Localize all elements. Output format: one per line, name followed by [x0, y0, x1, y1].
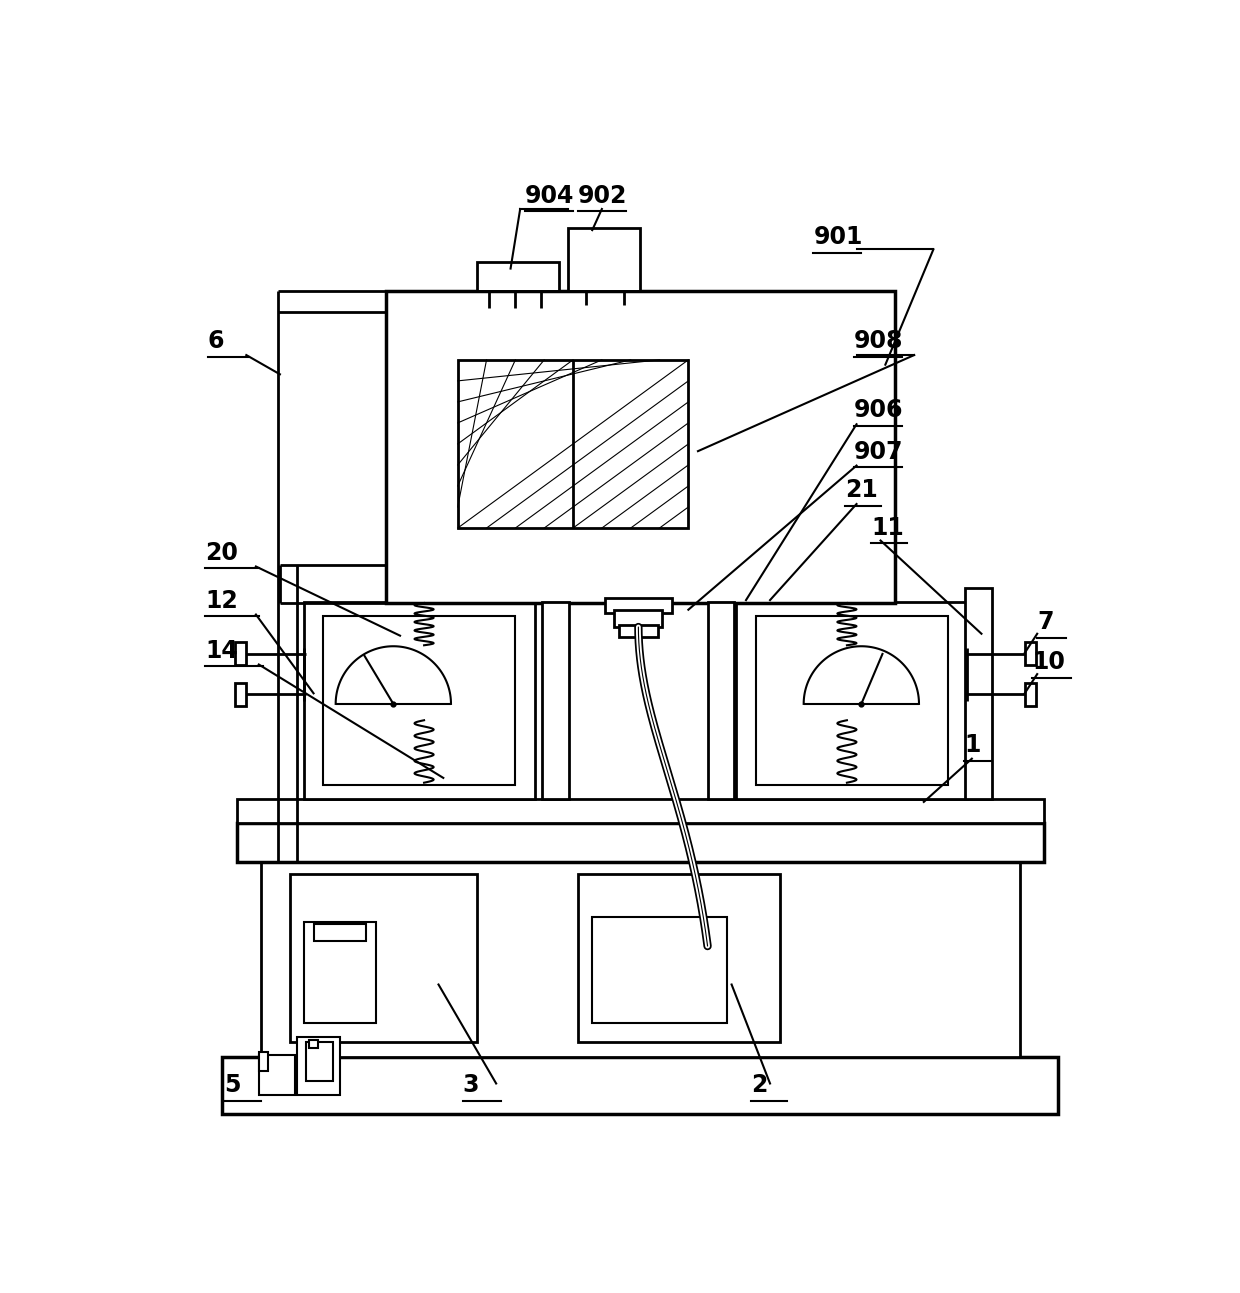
Bar: [304, 603, 534, 799]
Bar: [324, 617, 516, 785]
Text: 902: 902: [578, 184, 627, 208]
Bar: [234, 683, 247, 706]
Text: 904: 904: [525, 184, 574, 208]
Text: 7: 7: [1037, 610, 1054, 634]
Bar: [477, 262, 558, 291]
Bar: [304, 922, 376, 1023]
Bar: [237, 824, 1044, 861]
Bar: [298, 1037, 341, 1095]
Bar: [458, 359, 688, 528]
Bar: [1024, 683, 1037, 706]
Bar: [386, 291, 895, 603]
Bar: [259, 1055, 295, 1095]
Bar: [259, 1051, 268, 1071]
Text: 2: 2: [751, 1073, 768, 1096]
Text: 10: 10: [1033, 650, 1065, 674]
Bar: [614, 610, 662, 627]
Text: 901: 901: [813, 225, 863, 250]
Bar: [234, 643, 247, 666]
Bar: [755, 617, 947, 785]
Text: 1: 1: [965, 733, 981, 756]
Text: 907: 907: [853, 440, 903, 464]
Bar: [619, 625, 657, 636]
Bar: [578, 874, 780, 1042]
Bar: [306, 1042, 332, 1081]
Bar: [314, 924, 367, 941]
Bar: [290, 874, 477, 1042]
Bar: [965, 587, 992, 799]
Bar: [222, 1056, 1058, 1115]
Text: 20: 20: [205, 540, 238, 565]
Bar: [605, 599, 672, 613]
Bar: [260, 860, 1021, 1056]
Bar: [593, 917, 727, 1023]
Text: 3: 3: [463, 1073, 479, 1096]
Text: 21: 21: [844, 478, 878, 502]
Bar: [737, 603, 967, 799]
Text: 12: 12: [205, 588, 238, 613]
Bar: [708, 603, 734, 799]
Text: 906: 906: [853, 398, 903, 423]
Text: 11: 11: [870, 516, 904, 539]
Text: 5: 5: [224, 1073, 241, 1096]
Text: 6: 6: [208, 330, 224, 353]
Bar: [568, 228, 640, 291]
Bar: [309, 1041, 319, 1047]
Text: 908: 908: [853, 330, 903, 353]
Bar: [542, 603, 569, 799]
Bar: [1024, 643, 1037, 666]
Bar: [237, 799, 1044, 824]
Text: 14: 14: [205, 639, 238, 662]
